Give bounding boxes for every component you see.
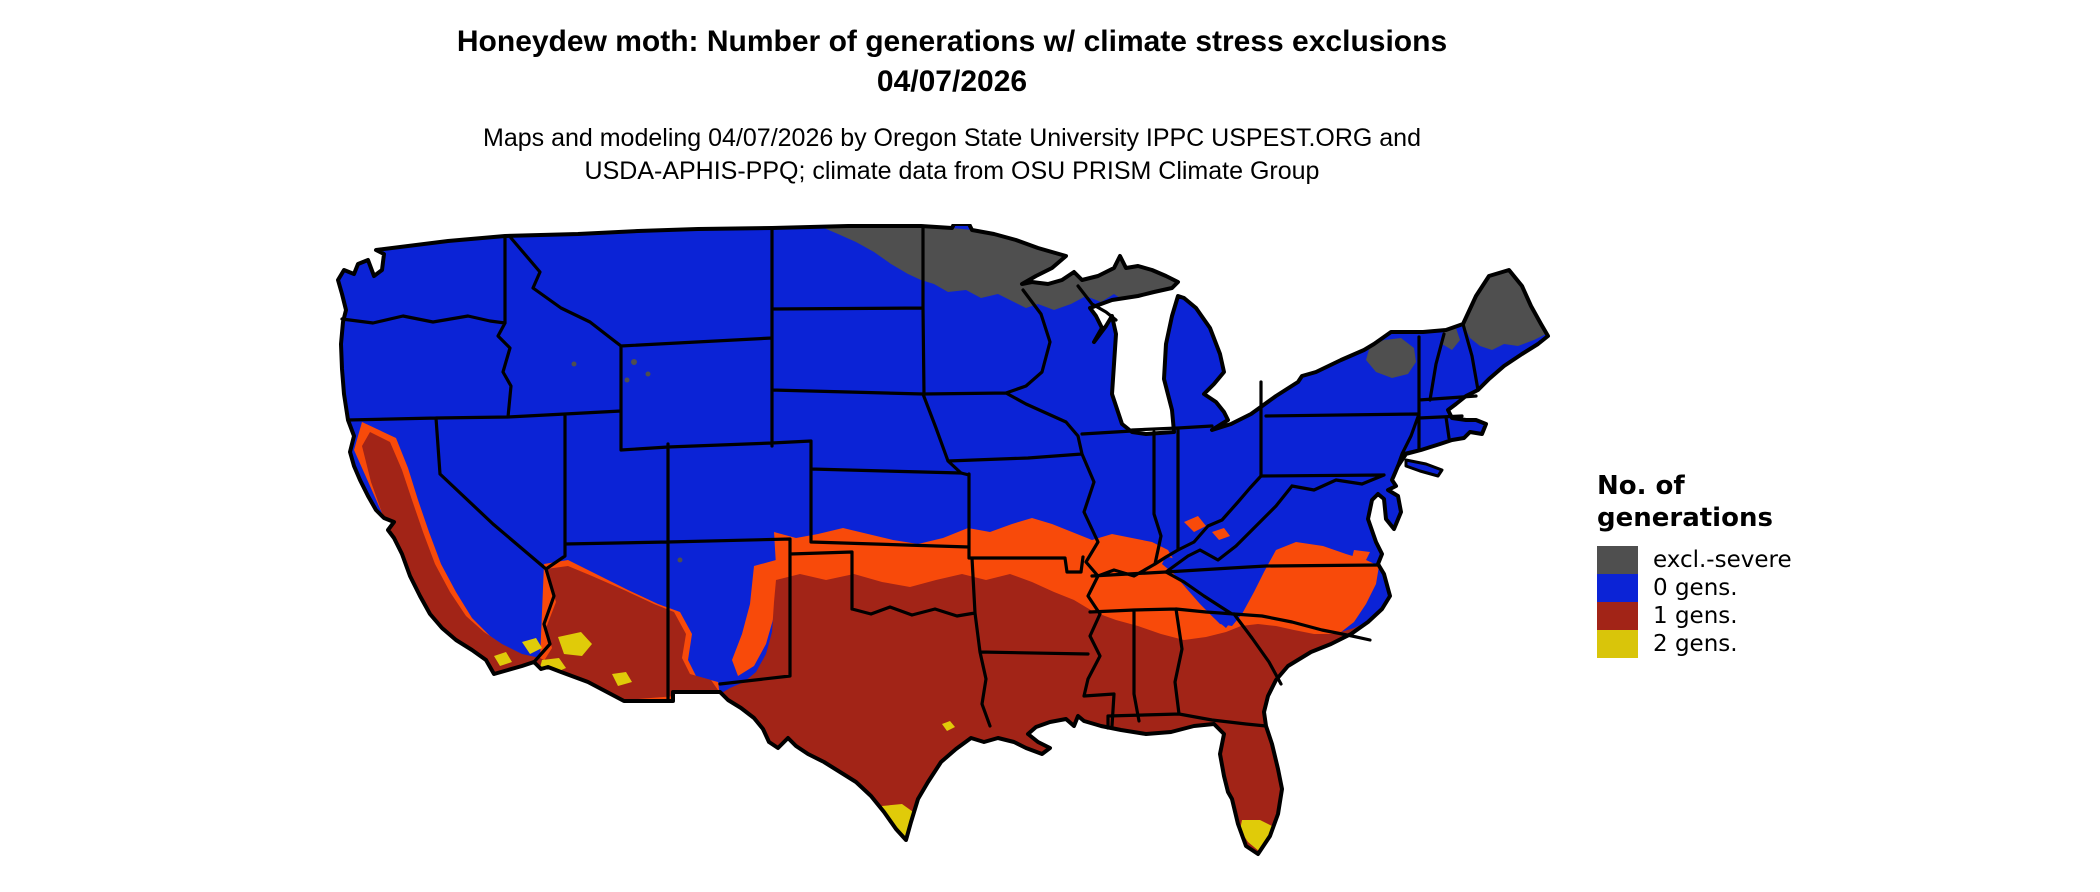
legend-swatch-excl-severe (1597, 546, 1638, 574)
subtitle-line-1: Maps and modeling 04/07/2026 by Oregon S… (483, 124, 1421, 152)
legend-items: excl.-severe 0 gens. 1 gens. 2 gens. (1597, 546, 1792, 658)
state-borders-west (340, 224, 1090, 728)
region-excluded-north (824, 226, 1178, 310)
legend-label-1-gens: 1 gens. (1653, 603, 1738, 629)
legend-item-2-gens: 2 gens. (1597, 630, 1792, 658)
region-transition-ozarks-patch (1026, 558, 1066, 578)
region-excluded-rockies-speck (631, 359, 637, 365)
region-two-generations-florida-keys (1228, 868, 1262, 878)
region-transition-virginia-patch (1352, 550, 1370, 560)
region-transition-kentucky-patch (1212, 528, 1230, 540)
region-excluded-maine (1463, 270, 1546, 350)
legend-label-excl-severe: excl.-severe (1653, 547, 1792, 573)
us-generations-map (336, 222, 1550, 878)
state-borders (336, 222, 1550, 856)
legend-swatch-1-gens (1597, 602, 1638, 630)
us-outline (336, 222, 1550, 856)
region-excluded-rockies-speck (645, 371, 651, 377)
region-excluded-rockies-speck (677, 557, 683, 563)
region-one-generation-arizona (542, 566, 718, 700)
subtitle-line-2: USDA-APHIS-PPQ; climate data from OSU PR… (584, 157, 1320, 185)
state-borders-midwest (921, 284, 1263, 728)
long-island (1404, 458, 1444, 478)
legend-item-1-gens: 1 gens. (1597, 602, 1792, 630)
map-container (328, 222, 1568, 892)
legend-title: No. of generations (1597, 470, 1792, 534)
legend-title-line-2: generations (1597, 503, 1773, 533)
legend-swatch-2-gens (1597, 630, 1638, 658)
region-two-generations-arizona-southeast (612, 672, 632, 686)
region-excluded-adirondacks (1366, 338, 1416, 378)
page-title-date: 04/07/2026 (876, 65, 1028, 98)
legend: No. of generations excl.-severe 0 gens. … (1597, 470, 1792, 658)
region-excluded-rockies-speck (624, 377, 630, 383)
legend-label-0-gens: 0 gens. (1653, 575, 1738, 601)
legend-item-0-gens: 0 gens. (1597, 574, 1792, 602)
legend-title-line-1: No. of (1597, 471, 1685, 501)
legend-item-excl-severe: excl.-severe (1597, 546, 1792, 574)
legend-swatch-0-gens (1597, 574, 1638, 602)
region-transition-kentucky-patch (1184, 516, 1206, 532)
region-excluded-new-hampshire (1442, 328, 1460, 350)
region-two-generations-california-coachella (494, 652, 512, 666)
legend-label-2-gens: 2 gens. (1653, 631, 1738, 657)
title-block: Honeydew moth: Number of generations w/ … (0, 22, 1904, 102)
region-two-generations-california (522, 638, 542, 654)
page-title: Honeydew moth: Number of generations w/ … (456, 25, 1448, 58)
state-borders-new-england (1417, 322, 1480, 452)
region-two-generations-arizona (558, 632, 592, 656)
region-two-generations-texas-speck (942, 721, 955, 731)
subtitle-block: Maps and modeling 04/07/2026 by Oregon S… (0, 122, 1904, 188)
region-excluded-rockies-speck (571, 361, 577, 367)
region-transition-new-mexico (732, 560, 780, 676)
